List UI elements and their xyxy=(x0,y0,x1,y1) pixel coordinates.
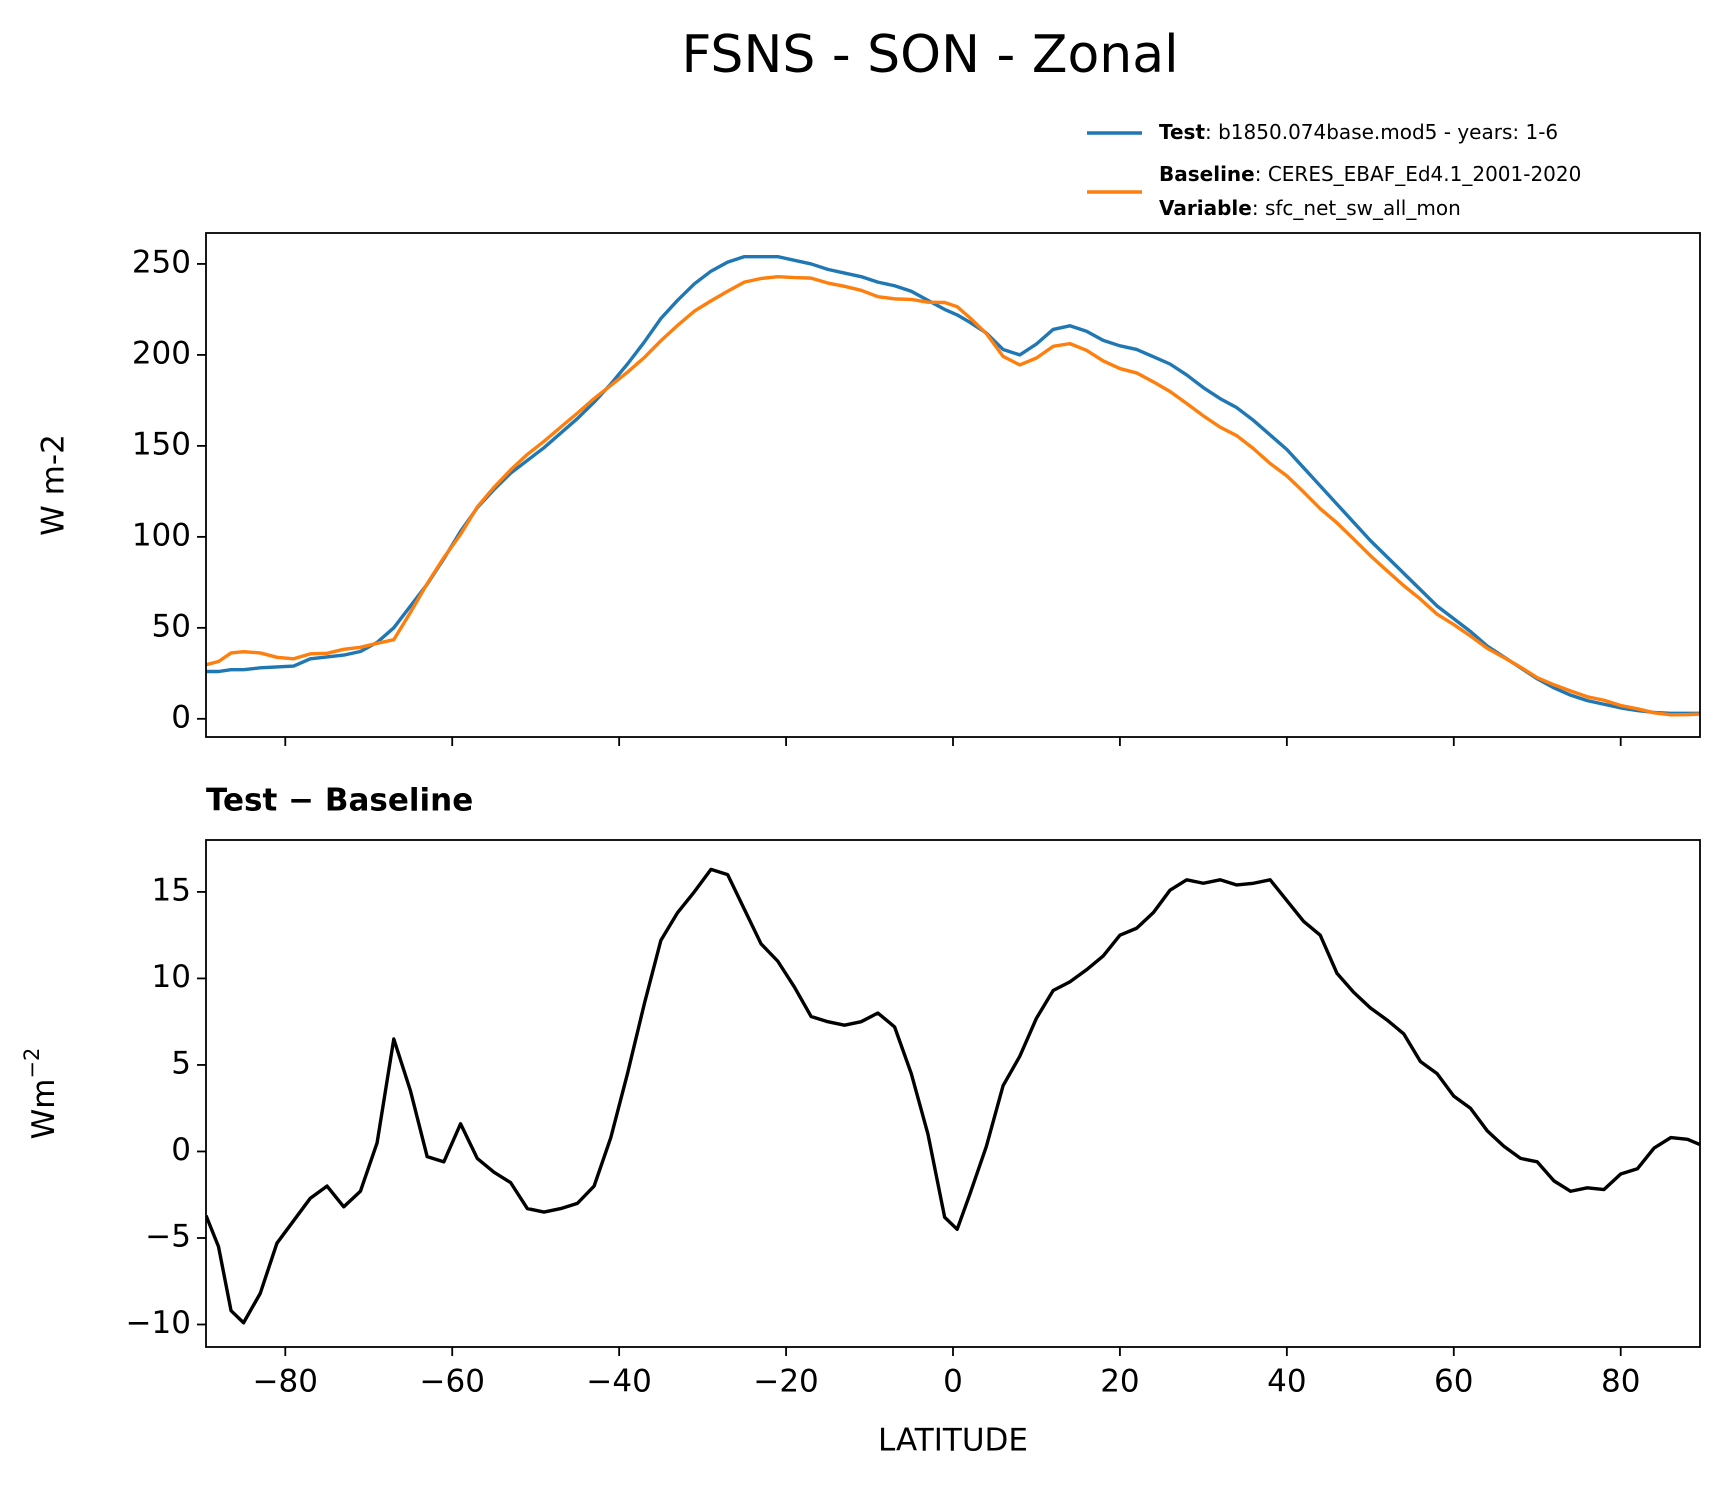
axes-frame xyxy=(205,839,1701,1348)
legend-variable: Variable: sfc_net_sw_all_mon xyxy=(1159,196,1461,220)
y-tick-label: 0 xyxy=(171,699,191,735)
x-tick-label: 80 xyxy=(1601,1364,1640,1400)
subplot-title: Test − Baseline xyxy=(206,783,473,819)
legend-entry: Test: b1850.074base.mod5 - years: 1-6 xyxy=(1159,120,1558,144)
y-tick-label: −5 xyxy=(145,1218,191,1254)
y-tick-label: 0 xyxy=(171,1132,191,1168)
legend-description: : b1850.074base.mod5 - years: 1-6 xyxy=(1205,120,1558,144)
y-axis-label-base: Wm xyxy=(26,1079,62,1140)
data-line xyxy=(206,254,1700,716)
x-tick-label: 0 xyxy=(943,1364,963,1400)
y-axis-label: W m-2 xyxy=(36,434,72,536)
legend-entry: Baseline: CERES_EBAF_Ed4.1_2001-2020 xyxy=(1159,162,1581,186)
y-tick-label: 250 xyxy=(132,244,191,280)
y-axis-label: Wm−2 xyxy=(20,1048,62,1140)
y-tick-label: 5 xyxy=(171,1045,191,1081)
axes-frame xyxy=(205,232,1701,738)
y-tick-label: 200 xyxy=(132,335,191,371)
data-line xyxy=(206,867,1700,1325)
x-tick-label: −20 xyxy=(753,1364,818,1400)
legend-name: Test xyxy=(1159,120,1205,144)
y-tick-label: −10 xyxy=(126,1305,191,1341)
legend-variable-description: : sfc_net_sw_all_mon xyxy=(1252,196,1461,220)
legend-description: : CERES_EBAF_Ed4.1_2001-2020 xyxy=(1255,162,1582,186)
x-tick-label: 60 xyxy=(1434,1364,1473,1400)
x-tick-label: −80 xyxy=(253,1364,318,1400)
y-tick-label: 150 xyxy=(132,426,191,462)
x-axis-label: LATITUDE xyxy=(878,1423,1028,1459)
y-tick-label: 50 xyxy=(152,608,191,644)
y-tick-label: 15 xyxy=(152,872,191,908)
x-tick-label: −40 xyxy=(586,1364,651,1400)
legend-variable-name: Variable xyxy=(1159,196,1252,220)
legend-name: Baseline xyxy=(1159,162,1255,186)
y-tick-label: 100 xyxy=(132,517,191,553)
x-tick-label: 20 xyxy=(1100,1364,1139,1400)
y-tick-label: 10 xyxy=(152,959,191,995)
x-tick-label: 40 xyxy=(1267,1364,1306,1400)
x-tick-label: −60 xyxy=(420,1364,485,1400)
data-line xyxy=(206,274,1700,717)
y-axis-label-sup: −2 xyxy=(20,1048,44,1079)
figure-title: FSNS - SON - Zonal xyxy=(681,25,1178,85)
